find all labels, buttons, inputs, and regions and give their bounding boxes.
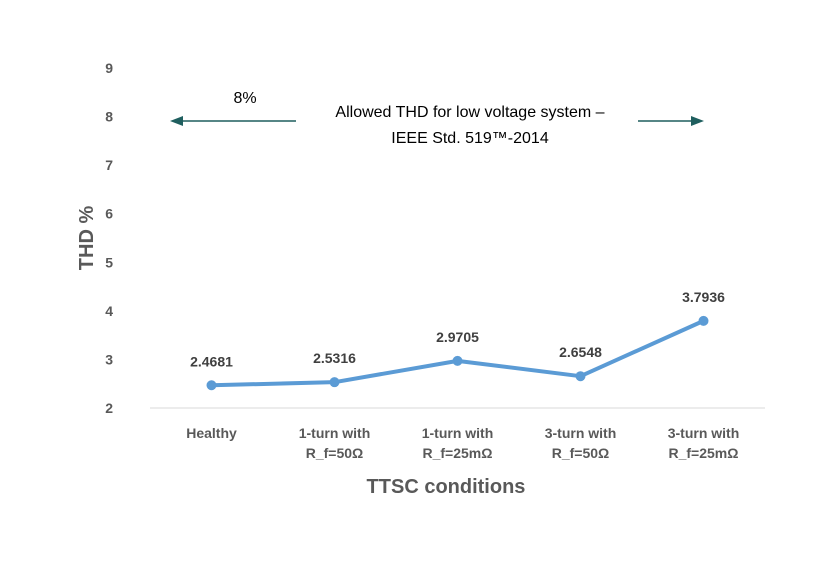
data-label: 2.6548 bbox=[559, 344, 602, 360]
x-tick-label: 3-turn with R_f=50Ω bbox=[545, 425, 617, 461]
limit-label: 8% bbox=[233, 90, 256, 107]
x-tick-label: 1-turn with R_f=50Ω bbox=[299, 425, 371, 461]
data-label: 2.4681 bbox=[190, 353, 233, 369]
data-point bbox=[329, 377, 340, 388]
data-point bbox=[452, 355, 463, 366]
y-tick-label: 7 bbox=[105, 157, 113, 173]
x-axis-ticks: Healthy 1-turn with R_f=50Ω 1-turn with R_f=… bbox=[186, 425, 739, 461]
data-point bbox=[698, 315, 709, 326]
y-tick-label: 2 bbox=[105, 400, 113, 416]
threshold-annotation: 8% Allowed THD for low voltage system – … bbox=[170, 90, 704, 147]
y-tick-label: 3 bbox=[105, 351, 113, 367]
data-label: 2.5316 bbox=[313, 350, 356, 366]
annotation-text-line1: Allowed THD for low voltage system – bbox=[335, 104, 604, 121]
right-arrow-head bbox=[691, 116, 704, 126]
y-tick-label: 4 bbox=[105, 303, 113, 319]
y-tick-label: 6 bbox=[105, 206, 113, 222]
data-labels: 2.4681 2.5316 2.9705 2.6548 3.7936 bbox=[190, 289, 725, 369]
data-label: 3.7936 bbox=[682, 289, 725, 305]
x-tick-label: 3-turn with R_f=25mΩ bbox=[668, 425, 740, 461]
left-arrow-head bbox=[170, 116, 183, 126]
x-axis-title: TTSC conditions bbox=[367, 476, 526, 498]
x-tick-label: Healthy bbox=[186, 425, 237, 441]
data-point bbox=[575, 371, 586, 382]
data-point bbox=[206, 380, 217, 391]
y-axis-title: THD % bbox=[76, 206, 98, 271]
y-tick-label: 8 bbox=[105, 109, 113, 125]
x-tick-label: 1-turn with R_f=25mΩ bbox=[422, 425, 494, 461]
y-tick-label: 5 bbox=[105, 254, 113, 270]
data-markers bbox=[206, 315, 709, 391]
data-label: 2.9705 bbox=[436, 329, 479, 345]
y-axis-ticks: 2 3 4 5 6 7 8 9 bbox=[105, 60, 113, 416]
annotation-text-line2: IEEE Std. 519™-2014 bbox=[391, 130, 549, 147]
y-tick-label: 9 bbox=[105, 60, 113, 76]
